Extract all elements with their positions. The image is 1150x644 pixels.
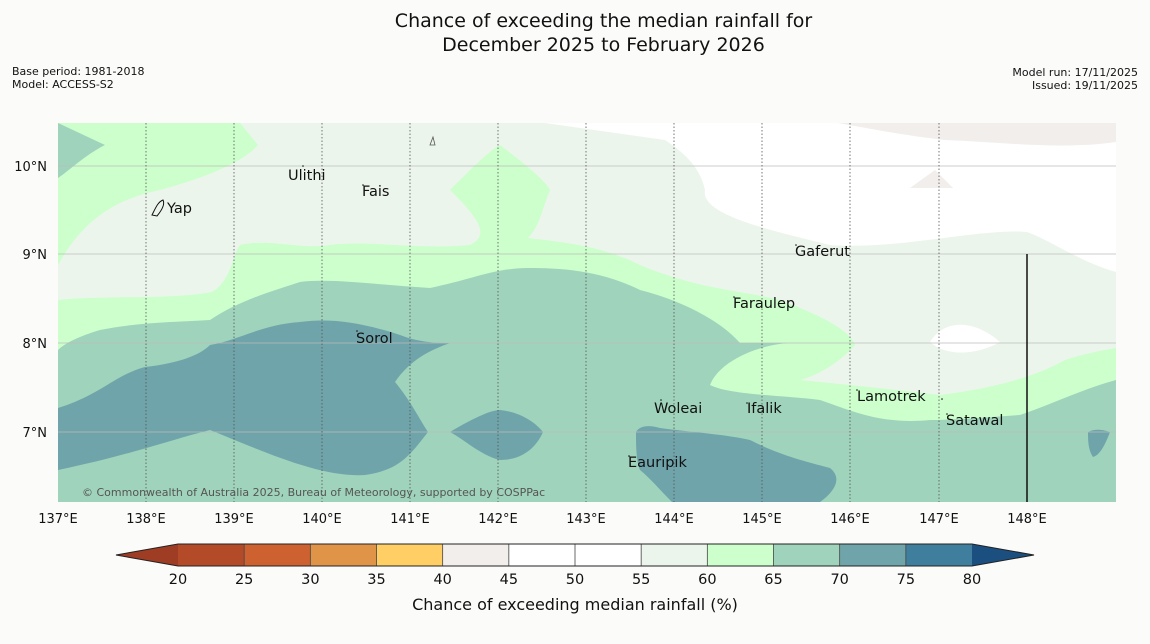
meta-right: Model run: 17/11/2025 Issued: 19/11/2025 bbox=[1012, 66, 1138, 92]
map-title: Chance of exceeding the median rainfall … bbox=[0, 9, 1150, 57]
colorbar-segment bbox=[575, 544, 642, 566]
lon-label: 144°E bbox=[654, 512, 694, 527]
colorbar: 20 25 30 35 40 45 50 55 60 65 70 75 80 Chance of exc… bbox=[115, 543, 1035, 614]
colorbar-tick-label: 30 bbox=[301, 572, 319, 588]
yap-island bbox=[151, 199, 165, 217]
colorbar-tick-label: 40 bbox=[433, 572, 451, 588]
zone-70-75-south bbox=[636, 426, 837, 502]
zone-40-45-small bbox=[910, 170, 953, 188]
colorbar-tick-label: 60 bbox=[698, 572, 716, 588]
lon-label: 137°E bbox=[38, 512, 78, 527]
colorbar-segment bbox=[839, 544, 907, 566]
colorbar-tick-label: 70 bbox=[830, 572, 848, 588]
colorbar-segment bbox=[310, 544, 377, 566]
lon-label: 146°E bbox=[830, 512, 870, 527]
lat-label: 7°N bbox=[23, 426, 48, 441]
place-sorol: Sorol bbox=[356, 331, 393, 347]
place-yap: Yap bbox=[166, 201, 192, 217]
zone-40-45-top bbox=[838, 123, 1116, 146]
colorbar-segment bbox=[905, 544, 973, 566]
title-line-2: December 2025 to February 2026 bbox=[442, 34, 765, 56]
place-lamotrek: Lamotrek bbox=[857, 389, 926, 405]
colorbar-ticks: 20 25 30 35 40 45 50 55 60 65 70 75 80 bbox=[169, 572, 981, 588]
island-dots bbox=[302, 165, 948, 457]
colorbar-outline bbox=[115, 543, 1035, 567]
longitude-labels: 137°E 138°E 139°E 140°E 141°E 142°E 143°… bbox=[38, 512, 1047, 527]
place-fais: Fais bbox=[362, 184, 389, 200]
base-period: Base period: 1981-2018 bbox=[12, 65, 145, 78]
issued-date: Issued: 19/11/2025 bbox=[1031, 79, 1138, 92]
zone-60-65-northwest bbox=[58, 123, 258, 265]
longitude-lines bbox=[145, 123, 940, 502]
colorbar-tick-label: 80 bbox=[963, 572, 981, 588]
place-gaferut: Gaferut bbox=[795, 244, 850, 260]
colorbar-segment bbox=[376, 544, 444, 566]
colorbar-segment bbox=[773, 544, 841, 566]
latitude-labels: 10°N 9°N 8°N 7°N bbox=[14, 160, 47, 441]
colorbar-tick-label: 20 bbox=[169, 572, 187, 588]
colorbar-title: Chance of exceeding median rainfall (%) bbox=[412, 595, 738, 614]
zone-white-oval bbox=[930, 324, 1000, 353]
lon-label: 145°E bbox=[742, 512, 782, 527]
colorbar-tick-label: 45 bbox=[500, 572, 518, 588]
lon-label: 142°E bbox=[478, 512, 518, 527]
meta-left: Base period: 1981-2018 Model: ACCESS-S2 bbox=[12, 65, 144, 91]
zone-65-70-corner bbox=[58, 123, 105, 178]
island-outline-north bbox=[429, 135, 436, 146]
colorbar-tick-label: 65 bbox=[764, 572, 782, 588]
zone-70-75-west bbox=[58, 320, 450, 476]
zone-45-55-east bbox=[545, 123, 1116, 272]
colorbar-segment bbox=[641, 544, 708, 566]
lon-label: 141°E bbox=[390, 512, 430, 527]
colorbar-segment bbox=[244, 544, 311, 566]
lon-label: 139°E bbox=[214, 512, 254, 527]
colorbar-segment bbox=[442, 544, 510, 566]
colorbar-segments bbox=[178, 544, 973, 566]
colorbar-tick-label: 25 bbox=[235, 572, 253, 588]
colorbar-tick-label: 35 bbox=[367, 572, 385, 588]
title-line-1: Chance of exceeding the median rainfall … bbox=[394, 10, 813, 32]
map-panel: Ulithi Fais Yap Gaferut Faraulep Sorol L… bbox=[58, 123, 1116, 502]
colorbar-segment bbox=[508, 544, 576, 566]
colorbar-segment bbox=[707, 544, 774, 566]
zone-70-75-central bbox=[450, 410, 543, 460]
colorbar-tick-label: 55 bbox=[632, 572, 650, 588]
lat-label: 8°N bbox=[23, 337, 48, 352]
place-woleai: Woleai bbox=[654, 401, 702, 417]
lon-label: 138°E bbox=[126, 512, 166, 527]
lat-label: 9°N bbox=[23, 248, 48, 263]
lon-label: 140°E bbox=[302, 512, 342, 527]
colorbar-under-arrow bbox=[116, 544, 178, 566]
model-run: Model run: 17/11/2025 bbox=[1012, 66, 1138, 79]
colorbar-tick-label: 75 bbox=[897, 572, 915, 588]
lat-label: 10°N bbox=[14, 160, 47, 175]
lon-label: 148°E bbox=[1007, 512, 1047, 527]
colorbar-segment bbox=[178, 544, 245, 566]
zone-70-75-east bbox=[1088, 429, 1110, 457]
place-eauripik: Eauripik bbox=[628, 455, 687, 471]
colorbar-tick-label: 50 bbox=[566, 572, 584, 588]
lon-label: 143°E bbox=[566, 512, 606, 527]
colorbar-over-arrow bbox=[972, 544, 1034, 566]
copyright-notice: © Commonwealth of Australia 2025, Bureau… bbox=[82, 486, 545, 499]
place-satawal: Satawal bbox=[946, 413, 1003, 429]
model-name: Model: ACCESS-S2 bbox=[12, 78, 114, 91]
place-faraulep: Faraulep bbox=[733, 296, 795, 312]
lon-label: 147°E bbox=[919, 512, 959, 527]
place-ifalik: Ifalik bbox=[747, 401, 782, 417]
place-ulithi: Ulithi bbox=[288, 168, 326, 184]
